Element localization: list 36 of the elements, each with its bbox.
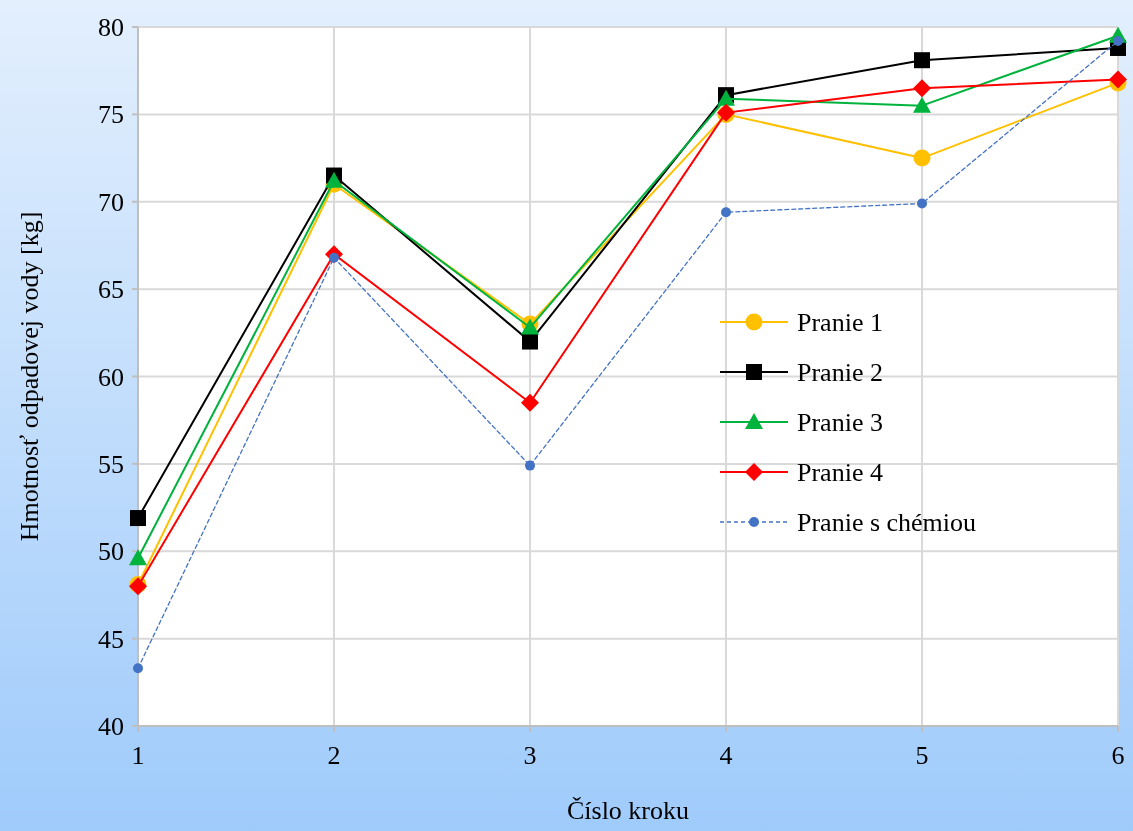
y-tick-label: 50 (98, 537, 124, 567)
x-tick-label: 5 (915, 741, 929, 770)
y-tick-label: 80 (98, 13, 124, 43)
y-tick-label: 65 (98, 275, 124, 305)
point (721, 207, 731, 218)
y-tick-label: 60 (98, 362, 124, 392)
legend-label: Pranie 3 (797, 408, 883, 438)
point (914, 52, 930, 69)
x-tick-label: 4 (719, 741, 733, 770)
point (522, 333, 538, 350)
point (129, 549, 147, 566)
y-tick-label: 70 (98, 187, 124, 217)
y-tick-label: 75 (98, 100, 124, 130)
point (917, 198, 927, 209)
y-tick-label: 40 (98, 712, 124, 742)
x-tick-label: 2 (327, 741, 341, 770)
x-axis-title: Číslo kroku (566, 796, 690, 825)
point (913, 96, 931, 113)
point (913, 79, 931, 98)
point (525, 460, 535, 471)
legend-label: Pranie 1 (797, 308, 883, 338)
point (913, 149, 931, 167)
legend-label: Pranie s chémiou (797, 508, 977, 538)
legend-label: Pranie 4 (797, 458, 883, 488)
point (130, 510, 146, 527)
y-tick-label: 55 (98, 449, 124, 479)
point (133, 663, 143, 674)
y-tick-label: 45 (98, 624, 124, 654)
point (1109, 70, 1127, 89)
legend-label: Pranie 2 (797, 358, 883, 388)
x-tick-label: 3 (523, 741, 537, 770)
point (521, 393, 539, 412)
x-tick-label: 6 (1111, 741, 1125, 770)
y-axis-title: Hmotnosť odpadovej vody [kg] (15, 211, 44, 542)
point (325, 171, 343, 188)
x-tick-label: 1 (131, 741, 145, 770)
